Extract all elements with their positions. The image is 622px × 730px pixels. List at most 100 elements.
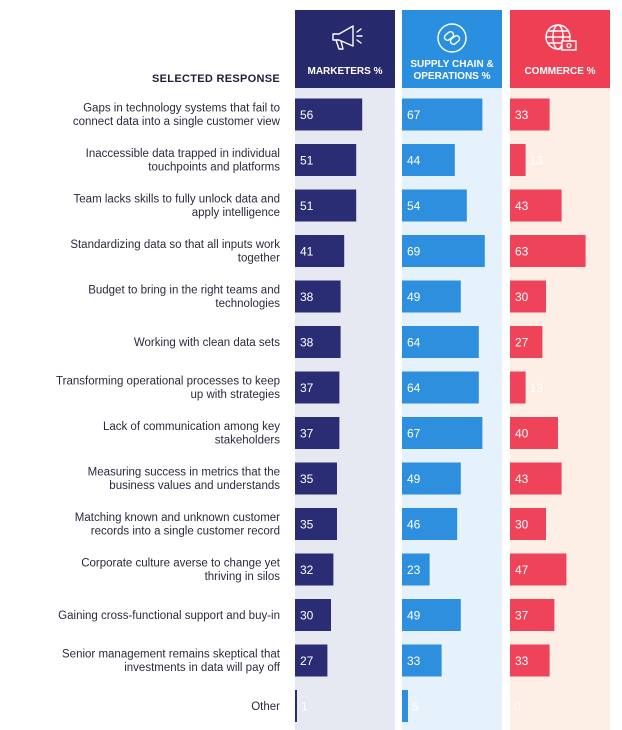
globe-money-icon [545,24,577,51]
bar-0-5 [295,326,341,358]
bar-0-11 [295,599,331,631]
bar-1-4 [402,280,461,313]
category-label-6: Transforming operational processes to ke… [56,376,280,388]
panel-series-0 [295,88,395,730]
value-label-0-7: 37 [300,427,314,441]
value-label-0-9: 35 [300,518,314,532]
bar-1-3 [402,235,485,267]
bar-0-7 [295,417,340,449]
bar-1-2 [402,189,467,222]
bar-2-11 [510,599,555,631]
category-label-3: together [238,253,280,265]
category-label-0: connect data into a single customer view [73,116,281,128]
value-label-1-3: 69 [407,245,421,259]
value-label-1-2: 54 [407,199,421,213]
bar-1-1 [402,144,455,176]
category-label-4: technologies [215,298,280,310]
category-label-11: Gaining cross-functional support and buy… [58,610,280,622]
category-label-9: records into a single customer record [91,526,280,538]
bar-1-0 [402,98,483,131]
bar-2-4 [510,280,546,313]
category-label-6: up with strategies [191,389,281,401]
category-label-4: Budget to bring in the right teams and [88,285,280,297]
category-label-13: Other [251,701,280,713]
bar-2-3 [510,235,586,267]
category-label-2: apply intelligence [192,207,280,219]
value-label-0-1: 51 [300,154,314,168]
value-label-2-0: 33 [515,108,529,122]
bar-0-10 [295,553,334,586]
category-label-3: Standardizing data so that all inputs wo… [70,239,280,251]
category-label-12: investments in data will pay off [124,662,281,674]
value-label-2-5: 27 [515,336,529,350]
bar-0-4 [295,280,341,313]
bar-1-11 [402,599,461,631]
value-label-0-11: 30 [300,609,314,623]
bar-2-1 [510,144,526,176]
category-label-12: Senior management remains skeptical that [62,649,281,661]
linked-chain-icon [437,23,467,53]
bar-1-5 [402,326,479,358]
value-label-2-9: 30 [515,518,529,532]
bar-2-6 [510,371,526,404]
bar-0-0 [295,98,363,131]
category-label-9: Matching known and unknown customer [75,512,280,524]
value-label-0-12: 27 [300,654,314,668]
category-label-7: Lack of communication among key [103,421,280,433]
bar-0-6 [295,371,340,404]
category-label-1: Inaccessible data trapped in individual [86,148,280,160]
bar-2-5 [510,326,543,358]
value-label-1-0: 67 [407,108,421,122]
category-label-10: thriving in silos [205,571,281,583]
bar-0-13 [295,690,297,722]
selected-response-header: SELECTED RESPONSE [152,73,280,85]
bar-1-8 [402,462,461,495]
value-label-2-1: 13 [530,154,544,168]
value-label-2-7: 40 [515,427,529,441]
category-label-8: Measuring success in metrics that the [88,467,280,479]
value-label-1-9: 46 [407,518,421,532]
bar-1-7 [402,417,483,449]
bar-2-9 [510,508,546,540]
value-label-1-13: 5 [412,700,419,714]
value-label-2-8: 43 [515,472,529,486]
value-label-0-8: 35 [300,472,314,486]
value-label-0-5: 38 [300,336,314,350]
bar-0-2 [295,189,357,222]
category-label-5: Working with clean data sets [134,337,280,349]
bar-1-13 [402,690,408,722]
series-name-0: MARKETERS % [307,66,382,77]
header-series-0 [295,10,395,88]
series-name-2: COMMERCE % [524,66,595,77]
value-label-2-10: 47 [515,563,529,577]
value-label-2-13: 0 [514,700,521,714]
value-label-1-6: 64 [407,381,421,395]
value-label-2-2: 43 [515,199,529,213]
value-label-1-12: 33 [407,654,421,668]
bar-1-12 [402,644,442,677]
bar-0-1 [295,144,357,176]
value-label-0-0: 56 [300,108,314,122]
bar-2-2 [510,189,562,222]
bar-1-9 [402,508,458,540]
value-label-1-1: 44 [407,154,421,168]
value-label-2-12: 33 [515,654,529,668]
bar-1-10 [402,553,430,586]
value-label-0-10: 32 [300,563,314,577]
bar-2-12 [510,644,550,677]
value-label-1-11: 49 [407,609,421,623]
value-label-1-10: 23 [407,563,421,577]
category-label-2: Team lacks skills to fully unlock data a… [74,194,280,206]
panel-series-2 [510,88,610,730]
value-label-0-3: 41 [300,245,314,259]
category-label-8: business values and understands [109,480,280,492]
value-label-2-6: 13 [530,381,544,395]
bar-2-10 [510,553,567,586]
bar-1-6 [402,371,479,404]
bar-0-3 [295,235,345,267]
value-label-2-4: 30 [515,290,529,304]
value-label-2-3: 63 [515,245,529,259]
category-label-10: Corporate culture averse to change yet [81,558,281,570]
bar-2-0 [510,98,550,131]
